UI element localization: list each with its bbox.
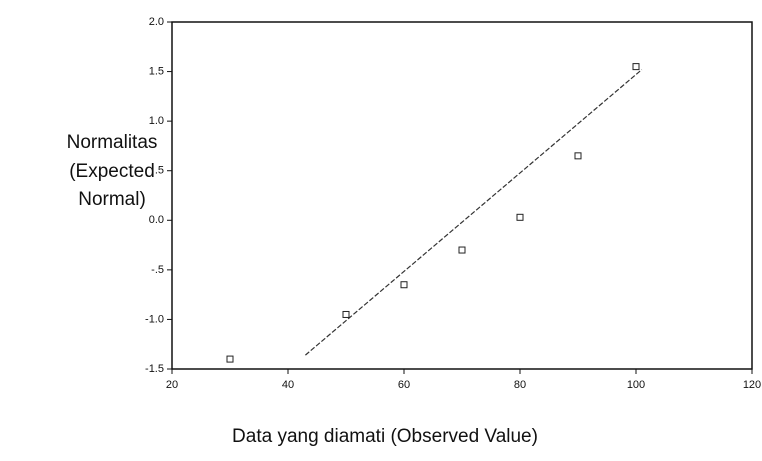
x-tick-label: 120 — [743, 379, 761, 391]
y-tick-label: 2.0 — [149, 16, 164, 28]
y-axis-label: Normalitas — [67, 132, 158, 153]
x-tick-label: 60 — [398, 379, 410, 391]
x-tick-label: 80 — [514, 379, 526, 391]
y-tick-label: 1.5 — [149, 65, 164, 77]
y-tick-label: .5 — [155, 165, 164, 177]
y-tick-label: -.5 — [151, 264, 164, 276]
y-tick-label: 1.0 — [149, 115, 164, 127]
x-tick-label: 40 — [282, 379, 294, 391]
y-tick-label: 0.0 — [149, 214, 164, 226]
plot-frame — [171, 21, 753, 370]
data-point — [400, 281, 408, 289]
x-axis-label: Data yang diamati (Observed Value) — [232, 426, 538, 447]
data-point — [342, 310, 350, 318]
data-point — [458, 246, 466, 254]
y-axis-label: Normal) — [78, 189, 146, 210]
data-point — [632, 63, 640, 71]
x-tick-label: 20 — [166, 379, 178, 391]
data-point — [226, 355, 234, 363]
data-point — [516, 213, 524, 221]
y-tick-label: -1.5 — [145, 363, 164, 375]
y-tick-label: -1.0 — [145, 313, 164, 325]
y-axis-label: (Expected — [69, 161, 155, 182]
x-tick-label: 100 — [627, 379, 645, 391]
data-point — [574, 152, 582, 160]
reference-line — [305, 69, 643, 356]
